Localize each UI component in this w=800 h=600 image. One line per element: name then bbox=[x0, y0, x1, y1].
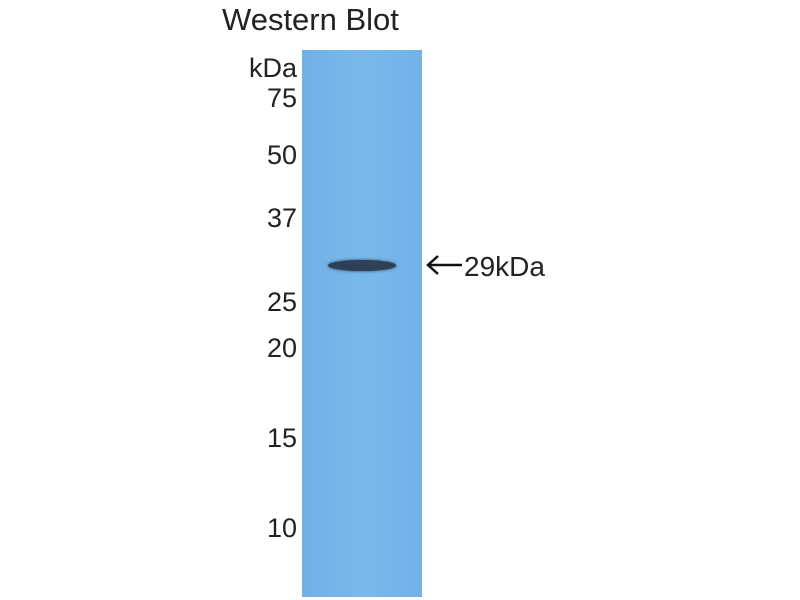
arrow-left-icon bbox=[426, 255, 462, 275]
marker-25: 25 bbox=[266, 287, 297, 317]
marker-10: 10 bbox=[266, 513, 297, 543]
blot-lane bbox=[302, 50, 422, 597]
band-size-label: 29kDa bbox=[464, 251, 545, 282]
unit-label: kDa bbox=[248, 53, 297, 83]
marker-75: 75 bbox=[266, 83, 297, 113]
marker-50: 50 bbox=[266, 140, 297, 170]
marker-20: 20 bbox=[266, 333, 297, 363]
figure-title: Western Blot bbox=[222, 2, 399, 37]
marker-15: 15 bbox=[266, 423, 297, 453]
protein-band bbox=[328, 260, 396, 271]
marker-37: 37 bbox=[266, 203, 297, 233]
